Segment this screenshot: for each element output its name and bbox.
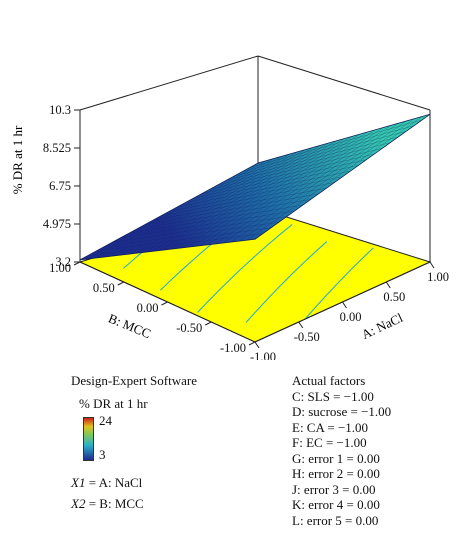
surface-patch <box>79 113 431 261</box>
x2-var: X2 <box>71 495 86 511</box>
mesh-line <box>95 158 274 259</box>
mesh-line <box>209 148 383 190</box>
z-tick-label: 8.525 <box>43 141 71 155</box>
mesh-line <box>185 165 359 203</box>
axis-ticks: 3.2 4.975 6.75 8.525 10.3 -1.00 -0.50 0.00 0.50 1… <box>43 103 449 360</box>
software-name: Design-Expert Software <box>71 373 197 388</box>
response-surface <box>79 113 431 261</box>
factors-title: Actual factors <box>292 373 366 388</box>
mesh-line <box>143 145 321 253</box>
factor-item: F: EC = −1.00 <box>292 435 367 450</box>
mesh-line <box>103 156 282 258</box>
factor-item: D: sucrose = −1.00 <box>292 404 392 419</box>
y-tick <box>248 341 256 346</box>
x2-eq: = B: MCC <box>85 495 144 511</box>
z-axis-label: % DR at 1 hr <box>10 125 25 194</box>
x-tick <box>298 321 304 329</box>
y-tick-label: -1.00 <box>220 341 246 355</box>
mesh-line <box>135 147 313 254</box>
x-tick <box>429 261 435 269</box>
mesh-line <box>159 140 337 251</box>
factor-item: E: CA = −1.00 <box>292 419 369 435</box>
box-top-right <box>257 55 431 111</box>
y-axis-label: B: MCC <box>106 311 153 342</box>
factor-item: K: error 4 = 0.00 <box>292 497 380 512</box>
y-tick <box>205 321 212 326</box>
factor-item: C: SLS = −1.00 <box>292 388 374 404</box>
box-top-left <box>79 55 259 111</box>
surface-plot: 3.2 4.975 6.75 8.525 10.3 -1.00 -0.50 0.00 0.50 1… <box>10 55 449 360</box>
y-tick <box>73 261 81 266</box>
factor-item: H: error 2 = 0.00 <box>292 466 380 481</box>
z-tick-label: 4.975 <box>43 217 71 231</box>
scale-low-label: 3 <box>99 447 106 462</box>
mesh-line <box>193 159 367 199</box>
mesh-line <box>177 170 351 208</box>
mesh-line <box>233 131 407 177</box>
y-tick-label: 0.50 <box>93 281 115 295</box>
z-tick-label: 6.75 <box>49 179 71 193</box>
contour-line <box>245 241 328 323</box>
legend-response: % DR at 1 hr <box>79 395 148 411</box>
factor-item: L: error 5 = 0.00 <box>292 512 379 528</box>
x2-mapping: X2 = B: MCC <box>71 496 197 512</box>
x-tick-label: 0.00 <box>340 310 362 324</box>
x1-mapping: X1 = A: NaCl <box>71 475 197 491</box>
y-tick-label: -0.50 <box>176 321 202 335</box>
mesh-line <box>241 125 415 173</box>
x1-var: X1 <box>71 475 86 490</box>
y-tick <box>161 301 168 306</box>
x-tick-label: 1.00 <box>427 270 449 284</box>
mesh-line <box>249 119 423 168</box>
color-scale: 24 3 <box>71 413 197 463</box>
y-tick <box>117 281 124 286</box>
legend-panel: Design-Expert Software % DR at 1 hr 24 3… <box>71 373 197 511</box>
color-ramp <box>83 417 94 461</box>
x-tick <box>254 341 260 349</box>
mesh-line <box>225 136 399 181</box>
y-tick-label: 1.00 <box>49 261 71 275</box>
contour-line <box>304 247 374 320</box>
factor-item: J: error 3 = 0.00 <box>292 481 376 497</box>
z-tick-label: 10.3 <box>49 103 71 117</box>
factor-item: G: error 1 = 0.00 <box>292 450 380 466</box>
actual-factors-panel: Actual factors C: SLS = −1.00 D: sucrose… <box>292 373 391 528</box>
x-axis-label: A: NaCl <box>359 310 405 342</box>
mesh-line <box>119 151 298 256</box>
scale-high-label: 24 <box>99 413 112 428</box>
mesh-line <box>127 149 305 255</box>
x-tick-label: 0.50 <box>383 290 405 304</box>
mesh-line <box>151 142 329 252</box>
x-tick-label: -1.00 <box>250 350 276 360</box>
z-tick-label: 3.2 <box>55 255 71 269</box>
x-tick-label: -0.50 <box>294 330 320 344</box>
contour-line <box>197 224 293 313</box>
mesh-line <box>217 142 391 186</box>
x1-eq: = A: NaCl <box>85 475 143 490</box>
mesh-line <box>167 138 345 250</box>
x-tick <box>342 301 347 309</box>
mesh-line <box>201 153 375 195</box>
y-tick-label: 0.00 <box>137 301 159 315</box>
mesh-line <box>87 160 266 260</box>
mesh-line <box>111 154 290 257</box>
x-tick <box>385 281 391 289</box>
